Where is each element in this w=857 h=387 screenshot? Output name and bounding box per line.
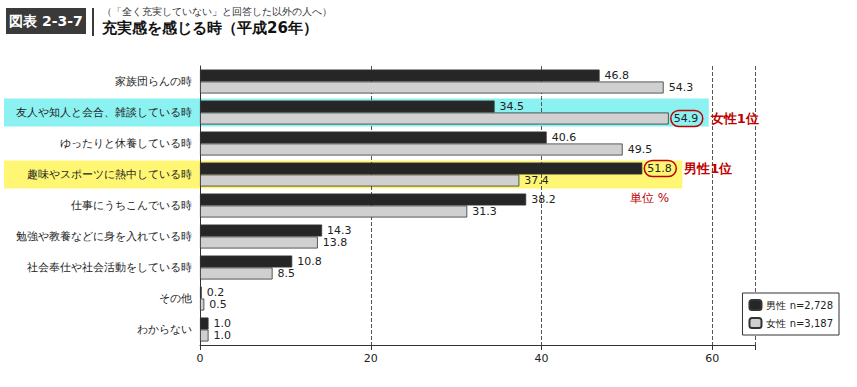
svg-text:勉強や教養などに身を入れている時: 勉強や教養などに身を入れている時 xyxy=(16,230,192,243)
svg-text:20: 20 xyxy=(364,352,378,365)
svg-text:0.2: 0.2 xyxy=(206,286,225,299)
svg-text:40.6: 40.6 xyxy=(552,131,577,144)
svg-text:13.8: 13.8 xyxy=(323,236,348,249)
svg-text:家族団らんの時: 家族団らんの時 xyxy=(115,75,192,88)
svg-text:8.5: 8.5 xyxy=(278,267,296,280)
svg-text:その他: その他 xyxy=(159,292,192,305)
svg-text:0.5: 0.5 xyxy=(209,298,227,311)
svg-text:40: 40 xyxy=(535,352,549,365)
svg-text:男性 n=2,728: 男性 n=2,728 xyxy=(766,300,833,311)
svg-text:0: 0 xyxy=(197,352,204,365)
svg-text:14.3: 14.3 xyxy=(327,224,352,237)
svg-text:1.0: 1.0 xyxy=(214,329,232,342)
svg-text:37.4: 37.4 xyxy=(524,174,549,187)
svg-text:10.8: 10.8 xyxy=(297,255,322,268)
svg-text:（「全く充実していない」と回答した以外の人へ）: （「全く充実していない」と回答した以外の人へ） xyxy=(102,6,332,17)
svg-text:図表 2-3-7: 図表 2-3-7 xyxy=(9,13,83,29)
svg-text:女性1位: 女性1位 xyxy=(710,111,759,126)
svg-text:54.9: 54.9 xyxy=(674,112,699,125)
svg-text:34.5: 34.5 xyxy=(500,100,525,113)
svg-text:わからない: わからない xyxy=(137,323,192,336)
svg-text:単位 %: 単位 % xyxy=(630,191,669,205)
svg-text:60: 60 xyxy=(705,352,719,365)
svg-text:男性1位: 男性1位 xyxy=(683,161,732,176)
svg-text:充実感を感じる時（平成26年）: 充実感を感じる時（平成26年） xyxy=(101,19,318,37)
svg-text:51.8: 51.8 xyxy=(647,162,672,175)
svg-text:31.3: 31.3 xyxy=(472,205,497,218)
svg-text:49.5: 49.5 xyxy=(628,143,653,156)
svg-text:54.3: 54.3 xyxy=(669,81,694,94)
svg-text:女性 n=3,187: 女性 n=3,187 xyxy=(766,318,833,329)
svg-text:友人や知人と会合、雑談している時: 友人や知人と会合、雑談している時 xyxy=(16,106,192,119)
svg-text:46.8: 46.8 xyxy=(605,69,630,82)
svg-text:社会奉仕や社会活動をしている時: 社会奉仕や社会活動をしている時 xyxy=(27,261,192,274)
svg-text:1.0: 1.0 xyxy=(213,317,231,330)
svg-text:仕事にうちこんでいる時: 仕事にうちこんでいる時 xyxy=(71,199,192,212)
svg-text:趣味やスポーツに熱中している時: 趣味やスポーツに熱中している時 xyxy=(27,168,192,181)
svg-text:ゆったりと休養している時: ゆったりと休養している時 xyxy=(60,137,192,150)
svg-text:38.2: 38.2 xyxy=(531,193,556,206)
